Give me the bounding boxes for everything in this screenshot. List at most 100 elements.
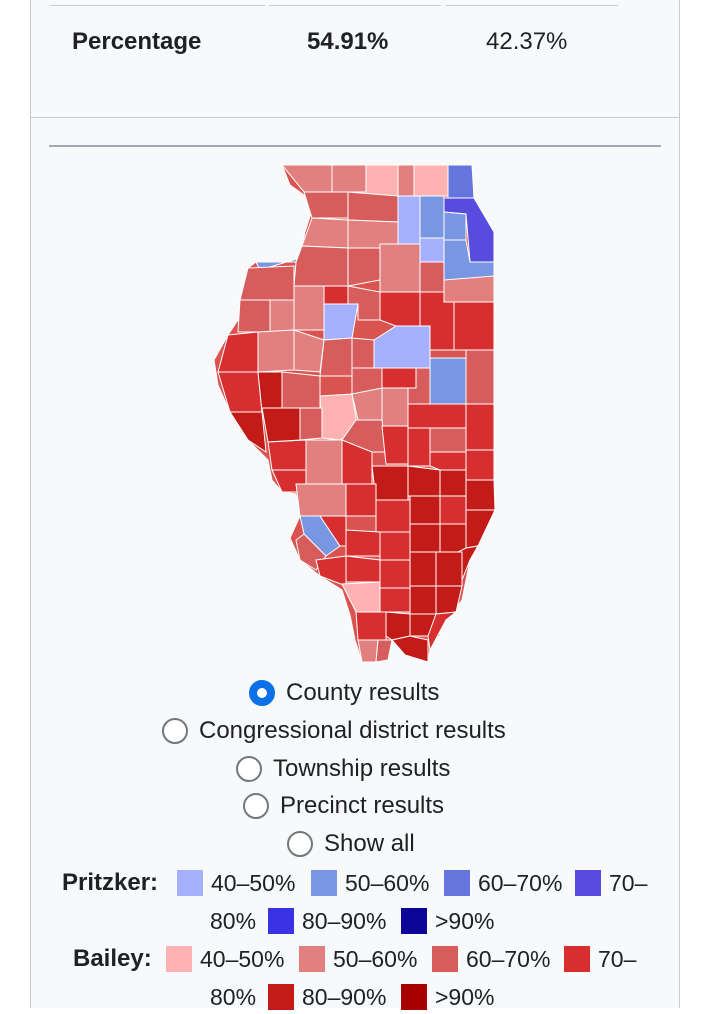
option-label: County results [286,679,440,706]
county [371,465,409,501]
county [419,195,445,239]
legend-swatch [299,946,325,972]
county [435,585,463,615]
legend-item: >90% [401,980,494,1014]
option-township-results[interactable]: Township results [236,752,450,786]
option-show-all[interactable]: Show all [287,827,415,861]
county [375,639,393,663]
legend-item: >90% [401,904,494,938]
county [429,451,467,471]
legend-item: 40–50% [177,866,295,900]
legend-swatch [268,984,294,1010]
county [217,371,263,413]
option-precinct-results[interactable]: Precinct results [243,789,444,823]
radio-icon[interactable] [243,793,269,819]
radio-selected-icon[interactable] [249,680,275,706]
legend-label: 80% [210,983,257,1010]
county [407,403,467,429]
county [443,275,495,303]
county [331,164,367,193]
legend-label: 40–50% [200,945,285,972]
legend-label: 70– [609,869,648,896]
county [429,427,467,453]
legend-label: >90% [435,907,495,934]
county [439,495,467,525]
county [427,611,458,652]
table-top-borders [50,5,620,6]
legend-item: 70– [564,942,636,976]
row-divider [31,117,679,118]
legend-swatch [432,946,458,972]
option-county-results[interactable]: County results [249,676,439,710]
county [409,551,437,587]
county [409,585,437,615]
county [365,164,399,197]
legend-swatch [564,946,590,972]
legend-item: 40–50% [166,942,284,976]
legend-label: 80–90% [302,907,387,934]
county [381,367,417,389]
county-cells [217,164,496,663]
county [385,611,411,641]
county [379,587,411,613]
legend-title: Pritzker: [62,869,159,896]
county [299,407,323,441]
legend-item: 60–70% [432,942,550,976]
legend-swatch [311,870,337,896]
county [281,371,321,409]
county [293,245,349,287]
radio-icon[interactable] [287,831,313,857]
legend-swatch [401,908,427,934]
county [379,243,421,293]
legend-item: 80–90% [268,904,386,938]
legend-label-continued: 80% [210,904,256,938]
county [267,439,307,471]
county [299,515,341,557]
county [453,301,495,351]
legend-label: 50–60% [333,945,418,972]
county [439,469,467,497]
option-label: Congressional district results [199,717,506,744]
legend-item: 50–60% [299,942,417,976]
county [239,265,295,301]
county [379,291,421,327]
county [397,164,415,197]
option-congressional-results[interactable]: Congressional district results [162,714,506,748]
county [257,329,295,373]
radio-icon[interactable] [236,756,262,782]
county [375,499,411,533]
legend-title: Bailey: [73,945,152,972]
legend-label: 60–70% [478,869,563,896]
legend-item: 60–70% [444,866,562,900]
county [229,411,267,454]
county [381,387,409,427]
legend-label: 50–60% [345,869,430,896]
county [351,337,375,369]
county [345,483,377,517]
legend-item: 50–60% [311,866,429,900]
county [381,425,409,465]
legend-label: >90% [435,983,495,1010]
percentage-label: Percentage [72,28,202,55]
county [409,495,441,525]
county [293,285,325,331]
option-label: Show all [324,830,415,857]
legend-pritzker-title: Pritzker: [62,866,158,900]
legend-swatch [444,870,470,896]
option-label: Township results [273,755,451,782]
radio-icon[interactable] [162,718,188,744]
county [261,407,301,443]
county [419,237,445,263]
county [355,611,387,641]
county [303,191,349,219]
bailey-percentage: 42.37% [486,28,568,55]
county [323,303,359,341]
legend-label: 70– [598,945,637,972]
legend-label: 80% [210,907,257,934]
legend-swatch [268,908,294,934]
county [465,403,495,451]
county [439,523,467,553]
county [323,285,349,305]
percentage-row: Percentage 54.91% 42.37% [0,28,710,58]
